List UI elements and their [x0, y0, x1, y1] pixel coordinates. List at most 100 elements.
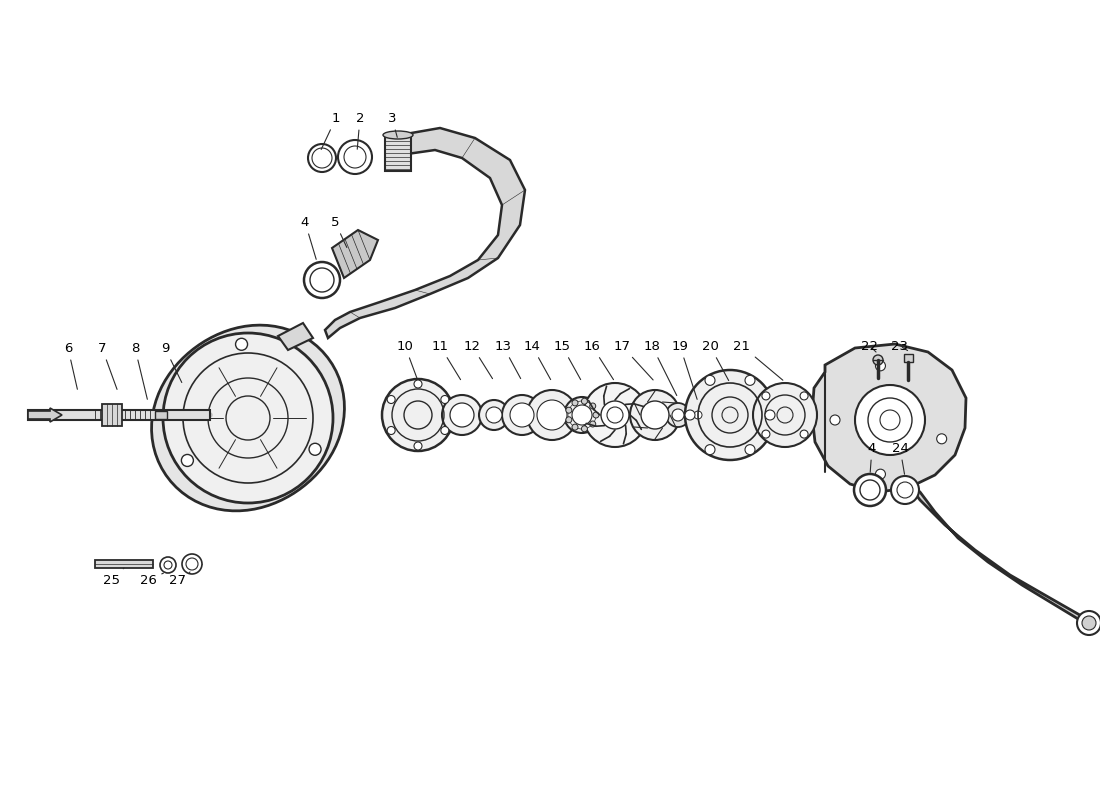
Text: 21: 21	[734, 339, 783, 380]
Text: 16: 16	[584, 339, 614, 380]
Polygon shape	[324, 128, 525, 338]
Text: 4: 4	[868, 442, 877, 472]
Bar	[28, 410, 210, 420]
Circle shape	[873, 355, 883, 365]
Circle shape	[304, 262, 340, 298]
Circle shape	[565, 417, 572, 422]
Circle shape	[486, 407, 502, 423]
Circle shape	[855, 385, 925, 455]
Text: 24: 24	[892, 442, 909, 474]
Circle shape	[601, 401, 629, 429]
Text: 17: 17	[614, 339, 653, 380]
Bar	[102, 404, 122, 426]
Circle shape	[937, 434, 947, 444]
Polygon shape	[332, 230, 378, 278]
Circle shape	[1082, 616, 1096, 630]
Circle shape	[666, 403, 690, 427]
Text: 8: 8	[131, 342, 147, 399]
Text: 10: 10	[397, 339, 417, 378]
Circle shape	[705, 375, 715, 386]
Circle shape	[527, 390, 578, 440]
Circle shape	[572, 424, 578, 430]
Circle shape	[564, 397, 600, 433]
Circle shape	[583, 383, 647, 447]
Circle shape	[441, 395, 449, 403]
Circle shape	[572, 400, 578, 406]
Text: 11: 11	[431, 339, 461, 380]
Text: 25: 25	[103, 568, 124, 586]
Circle shape	[537, 400, 566, 430]
Text: 19: 19	[672, 339, 697, 399]
Circle shape	[593, 412, 600, 418]
Circle shape	[387, 395, 395, 403]
Circle shape	[414, 442, 422, 450]
Circle shape	[344, 146, 366, 168]
Circle shape	[382, 379, 454, 451]
Circle shape	[441, 426, 449, 434]
Polygon shape	[812, 344, 966, 492]
Circle shape	[800, 392, 808, 400]
Circle shape	[582, 426, 587, 432]
Circle shape	[502, 395, 542, 435]
Circle shape	[590, 421, 596, 427]
Circle shape	[876, 361, 886, 371]
Text: 14: 14	[524, 339, 551, 379]
Circle shape	[182, 554, 202, 574]
Circle shape	[338, 140, 372, 174]
Circle shape	[582, 398, 587, 404]
Circle shape	[685, 370, 775, 460]
Text: 23: 23	[891, 339, 909, 353]
Text: 13: 13	[495, 339, 520, 378]
Polygon shape	[152, 325, 344, 511]
Text: 18: 18	[644, 339, 676, 395]
Circle shape	[510, 403, 534, 427]
Circle shape	[235, 338, 248, 350]
Circle shape	[762, 430, 770, 438]
Bar	[95, 560, 153, 568]
Circle shape	[685, 410, 695, 420]
Circle shape	[876, 469, 886, 479]
Text: 20: 20	[702, 339, 728, 381]
Circle shape	[630, 390, 680, 440]
Circle shape	[450, 403, 474, 427]
Circle shape	[478, 400, 509, 430]
Circle shape	[672, 409, 684, 421]
Text: 4: 4	[300, 215, 316, 259]
Circle shape	[854, 474, 886, 506]
Circle shape	[308, 144, 336, 172]
Circle shape	[745, 375, 755, 386]
Circle shape	[387, 426, 395, 434]
Circle shape	[745, 445, 755, 454]
Text: 22: 22	[861, 339, 879, 353]
Text: 27: 27	[169, 572, 190, 586]
Text: 12: 12	[463, 339, 493, 378]
Circle shape	[694, 411, 702, 419]
Circle shape	[182, 454, 194, 466]
Circle shape	[800, 430, 808, 438]
Circle shape	[565, 407, 572, 414]
Circle shape	[705, 445, 715, 454]
Circle shape	[442, 395, 482, 435]
Text: 2: 2	[355, 111, 364, 150]
Text: 3: 3	[387, 111, 397, 138]
Text: 1: 1	[321, 111, 340, 150]
Text: 5: 5	[331, 215, 346, 247]
Circle shape	[310, 268, 334, 292]
Circle shape	[312, 148, 332, 168]
Bar	[155, 411, 167, 419]
Circle shape	[1077, 611, 1100, 635]
Circle shape	[590, 403, 596, 409]
Bar	[385, 135, 411, 171]
Text: 9: 9	[161, 342, 182, 382]
Circle shape	[891, 476, 918, 504]
Text: 26: 26	[140, 573, 164, 586]
Polygon shape	[278, 323, 314, 350]
Text: 15: 15	[553, 339, 581, 379]
Circle shape	[414, 380, 422, 388]
Ellipse shape	[383, 131, 412, 139]
Circle shape	[163, 333, 333, 503]
Circle shape	[764, 410, 776, 420]
Circle shape	[572, 405, 592, 425]
Circle shape	[830, 415, 840, 425]
Polygon shape	[28, 408, 62, 422]
